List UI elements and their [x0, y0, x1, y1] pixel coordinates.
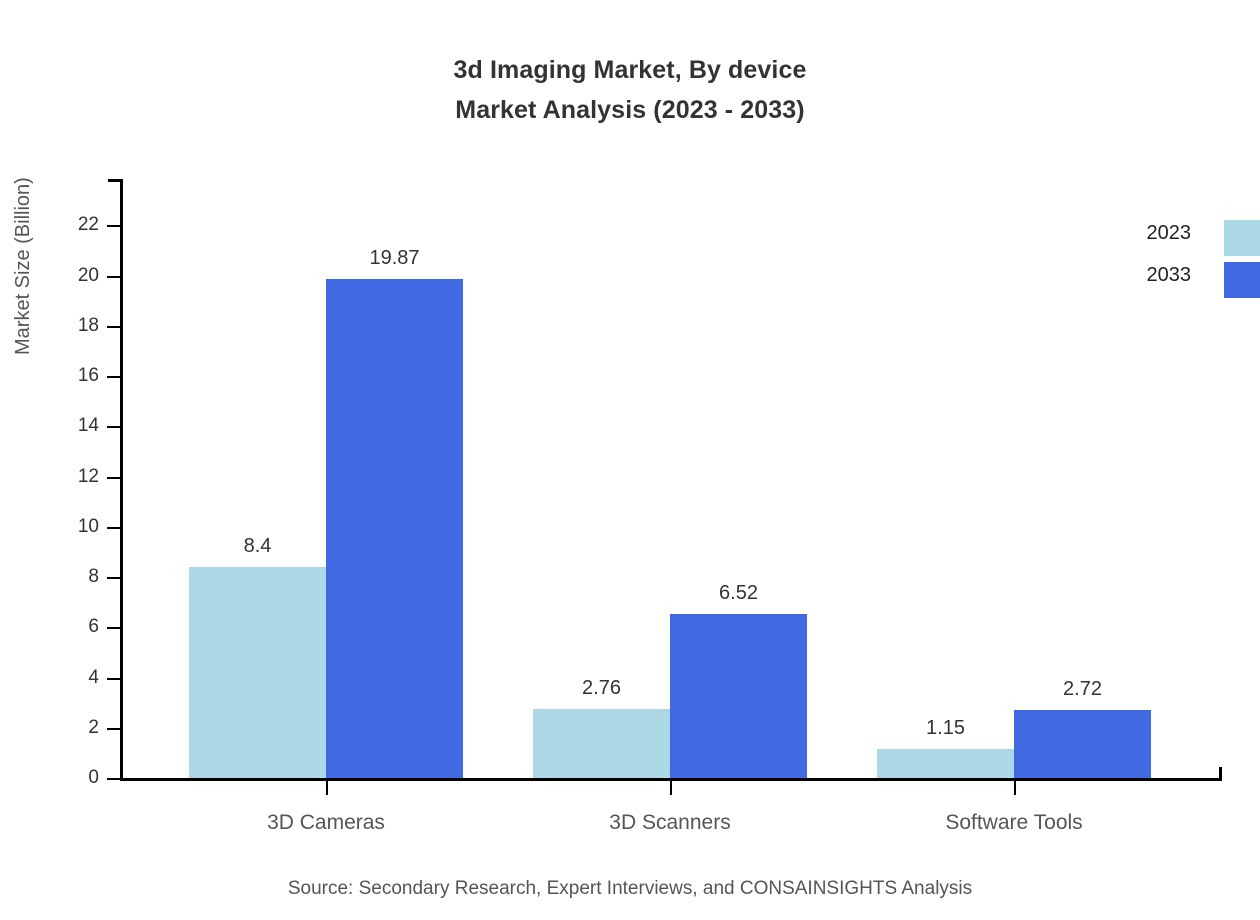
bar-value-label: 1.15 [926, 717, 965, 740]
legend: 2023 2033 [1137, 220, 1260, 304]
x-axis-end-cap [1219, 767, 1222, 781]
bar-3d-scanners-2033[interactable] [670, 614, 807, 778]
chart-title-line-2: Market Analysis (2023 - 2033) [455, 96, 805, 124]
bar-3d-scanners-2023[interactable] [533, 708, 670, 778]
bar-3d-cameras-2033[interactable] [326, 278, 463, 778]
bar-value-label: 2.72 [1063, 677, 1102, 700]
x-axis-line [120, 778, 1222, 781]
y-axis-tick [107, 727, 120, 730]
y-axis-tick-label: 18 [77, 314, 99, 336]
bar-software-tools-2033[interactable] [1014, 709, 1151, 778]
y-axis-top-cap [108, 179, 120, 182]
x-axis-category-label: Software Tools [945, 811, 1083, 834]
x-axis-category-label: 3D Cameras [267, 811, 385, 834]
source-note: Source: Secondary Research, Expert Inter… [287, 878, 973, 899]
y-axis-tick-label: 14 [77, 415, 99, 437]
x-axis-tick [670, 781, 672, 795]
y-axis-tick [107, 275, 120, 278]
y-axis-tick [107, 577, 120, 580]
y-axis-tick [107, 325, 120, 328]
chart-title-line-1: 3d Imaging Market, By device [453, 56, 807, 84]
legend-color-swatch [1224, 220, 1260, 256]
legend-item-2033[interactable]: 2033 [1137, 262, 1260, 304]
y-axis-tick-label: 10 [77, 515, 99, 537]
x-axis-tick [326, 781, 328, 795]
y-axis-tick-label: 22 [77, 214, 99, 236]
x-axis-tick [1014, 781, 1016, 795]
y-axis-tick [107, 476, 120, 479]
bar-value-label: 6.52 [719, 582, 758, 605]
y-axis-tick [107, 778, 120, 780]
legend-color-swatch [1224, 262, 1260, 298]
legend-label: 2033 [1146, 264, 1192, 286]
bar-value-label: 2.76 [582, 676, 621, 699]
y-axis-tick [107, 627, 120, 630]
y-axis-tick [107, 225, 120, 228]
y-axis-tick-label: 20 [77, 264, 99, 286]
y-axis-title: Market Size (Billion) [12, 177, 34, 355]
y-axis-tick [107, 677, 120, 680]
bar-value-label: 8.4 [243, 535, 272, 558]
y-axis-tick-label: 4 [88, 666, 99, 688]
y-axis-tick-label: 2 [88, 716, 99, 738]
y-axis-line [120, 179, 123, 781]
y-axis-tick-label: 0 [88, 767, 99, 788]
y-axis-tick-label: 6 [88, 616, 99, 638]
y-axis-tick [107, 526, 120, 529]
bar-software-tools-2023[interactable] [877, 749, 1014, 778]
legend-label: 2023 [1146, 222, 1192, 244]
y-axis-tick-label: 16 [77, 365, 99, 387]
bar-value-label: 19.87 [369, 246, 420, 269]
x-axis-category-label: 3D Scanners [609, 811, 731, 834]
y-axis-tick-label: 8 [88, 566, 99, 588]
legend-item-2023[interactable]: 2023 [1137, 220, 1260, 262]
y-axis-tick [107, 376, 120, 379]
chart-title: 3d Imaging Market, By device Market Anal… [0, 50, 1260, 130]
plot-area: 0 2 4 6 8 10 12 14 16 18 20 22 8.4 19.87 3D Cameras 2.7… [78, 179, 1222, 834]
y-axis-tick [107, 426, 120, 429]
y-axis-tick-label: 12 [77, 465, 99, 487]
bar-3d-cameras-2023[interactable] [189, 567, 326, 778]
